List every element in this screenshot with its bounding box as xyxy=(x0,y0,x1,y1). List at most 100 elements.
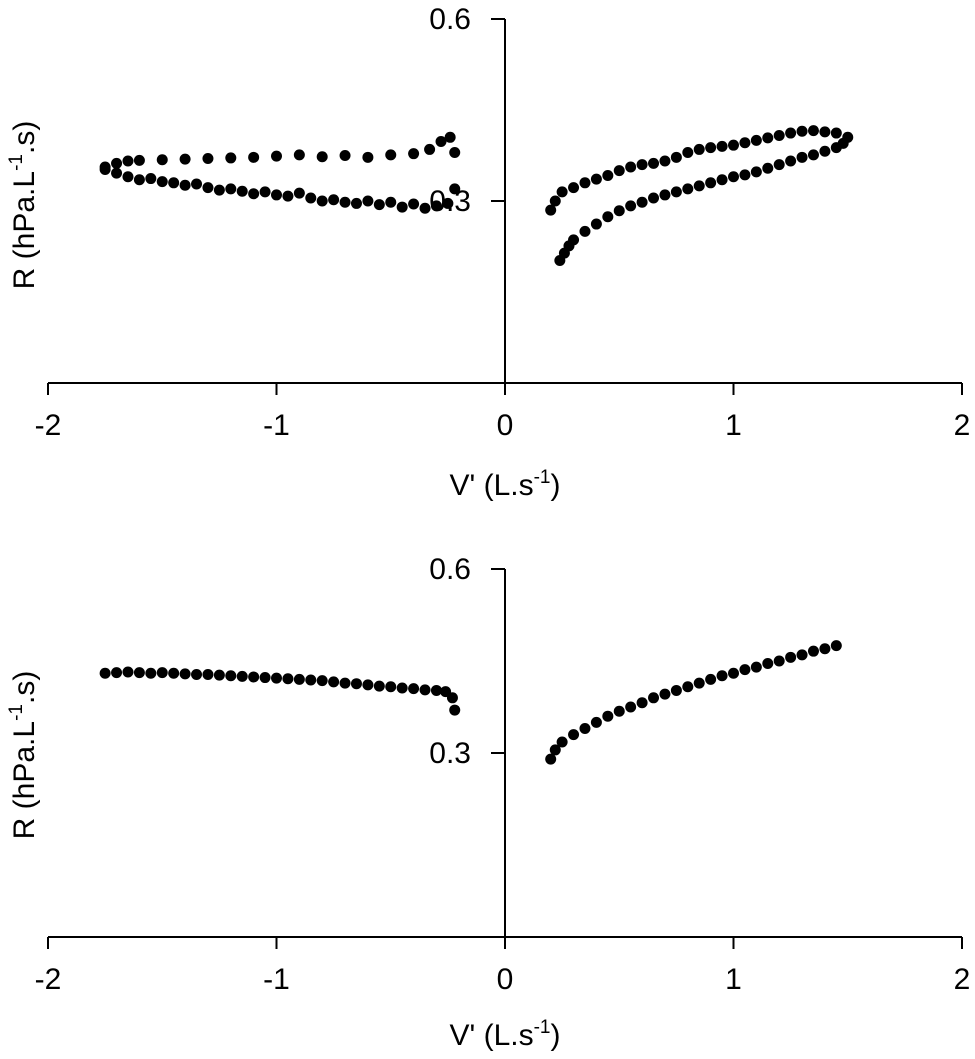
data-point xyxy=(305,674,317,686)
data-point xyxy=(236,670,248,682)
data-point xyxy=(156,154,168,166)
data-point xyxy=(739,169,751,181)
data-point xyxy=(179,668,191,680)
data-point xyxy=(807,149,819,161)
data-point xyxy=(282,190,294,202)
data-point xyxy=(133,154,145,166)
data-point xyxy=(773,129,785,141)
data-point xyxy=(168,667,180,679)
data-point xyxy=(693,677,705,689)
data-point xyxy=(807,645,819,657)
data-point xyxy=(99,667,111,679)
data-point xyxy=(750,166,762,178)
tick-labels: -2 -1 0 1 2 0.6 0.3 xyxy=(35,3,971,442)
data-point xyxy=(385,681,397,693)
data-point xyxy=(328,194,340,206)
data-point xyxy=(111,157,123,169)
data-point xyxy=(728,171,739,183)
axes xyxy=(47,18,963,395)
data-point xyxy=(282,673,294,685)
data-point xyxy=(830,127,842,139)
data-point xyxy=(659,189,671,201)
data-point xyxy=(602,170,614,182)
data-point xyxy=(590,716,602,728)
data-point xyxy=(773,655,785,667)
data-point xyxy=(293,673,305,685)
data-point xyxy=(259,672,271,684)
data-point xyxy=(225,670,237,682)
data-point xyxy=(705,177,717,189)
x-axis-title: V' (L.s-1) xyxy=(450,467,561,502)
data-point xyxy=(648,192,660,204)
data-point xyxy=(236,185,248,197)
data-point xyxy=(424,143,436,155)
data-point xyxy=(625,200,637,212)
data-point xyxy=(362,195,374,207)
data-point xyxy=(659,688,671,700)
data-point xyxy=(796,649,808,661)
data-point xyxy=(111,167,123,179)
data-point xyxy=(99,163,111,175)
x-tick-label: 1 xyxy=(725,409,742,442)
data-point xyxy=(145,173,157,185)
data-point xyxy=(568,729,580,741)
chart-panel-top: -2 -1 0 1 2 0.6 0.3 V' (L.s-1) R (hPa.L-1.s) xyxy=(6,3,970,502)
x-axis-title: V' (L.s-1) xyxy=(450,1017,561,1052)
data-point xyxy=(168,177,180,189)
data-point xyxy=(670,151,682,163)
data-point xyxy=(373,680,385,692)
data-point xyxy=(449,146,461,158)
data-point xyxy=(579,177,591,189)
data-point xyxy=(316,195,328,207)
data-point xyxy=(271,672,282,684)
data-point xyxy=(554,254,566,266)
tick-labels: -2 -1 0 1 2 0.6 0.3 xyxy=(35,553,971,996)
data-point xyxy=(819,126,831,138)
data-point xyxy=(248,188,260,200)
data-point xyxy=(293,187,305,199)
data-point xyxy=(716,140,728,152)
data-point xyxy=(202,668,214,680)
data-point xyxy=(385,149,397,161)
data-point xyxy=(785,127,797,139)
x-tick-label: -2 xyxy=(35,409,62,442)
data-point xyxy=(122,171,134,183)
data-point xyxy=(133,667,145,679)
data-point xyxy=(179,153,191,165)
data-point xyxy=(739,664,751,676)
data-point xyxy=(682,681,694,693)
data-point xyxy=(419,684,431,696)
data-point xyxy=(545,753,557,765)
y-axis-title: R (hPa.L-1.s) xyxy=(6,671,41,840)
data-point xyxy=(762,132,774,144)
data-point xyxy=(556,736,568,748)
x-tick-label: 2 xyxy=(954,409,971,442)
data-point xyxy=(545,204,557,216)
data-point xyxy=(248,151,260,163)
data-point xyxy=(750,661,762,673)
data-point xyxy=(819,643,831,655)
data-point xyxy=(339,150,351,161)
data-point xyxy=(549,744,561,756)
data-point xyxy=(728,667,739,679)
data-point xyxy=(408,198,420,210)
data-point xyxy=(122,155,134,167)
data-point xyxy=(762,162,774,174)
data-point xyxy=(590,173,602,185)
data-point xyxy=(449,183,461,195)
data-point xyxy=(350,197,362,209)
data-point xyxy=(625,161,637,173)
data-point xyxy=(636,697,648,709)
data-point xyxy=(682,183,694,195)
data-point xyxy=(739,137,751,149)
data-point xyxy=(362,679,374,691)
data-point xyxy=(659,155,671,167)
x-tick-label: -1 xyxy=(263,963,290,996)
data-point xyxy=(339,196,351,208)
data-point xyxy=(670,186,682,198)
data-point xyxy=(328,676,340,688)
data-point xyxy=(396,682,408,694)
data-point xyxy=(442,197,454,209)
data-point xyxy=(613,705,625,717)
data-point xyxy=(316,675,328,687)
